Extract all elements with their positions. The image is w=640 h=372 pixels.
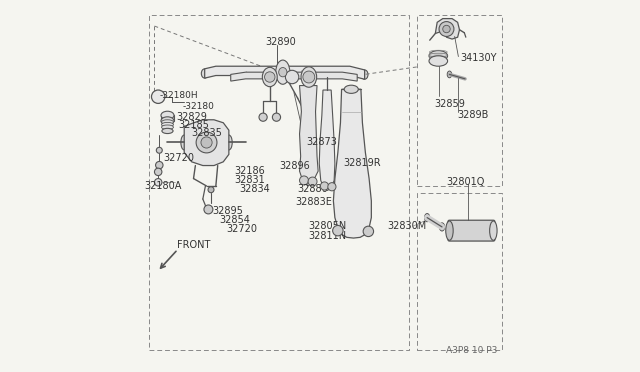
Circle shape: [363, 226, 374, 237]
Circle shape: [321, 182, 328, 190]
Circle shape: [300, 176, 308, 185]
Circle shape: [259, 113, 267, 121]
Polygon shape: [231, 72, 357, 81]
Circle shape: [303, 71, 315, 83]
Ellipse shape: [225, 135, 232, 150]
Text: 32896: 32896: [279, 161, 310, 170]
Text: 32720: 32720: [227, 224, 257, 234]
Ellipse shape: [162, 128, 173, 134]
Circle shape: [152, 90, 165, 103]
Ellipse shape: [161, 125, 173, 129]
Ellipse shape: [278, 68, 287, 77]
Ellipse shape: [362, 70, 368, 79]
Polygon shape: [184, 120, 229, 166]
Ellipse shape: [161, 122, 173, 127]
Circle shape: [208, 187, 214, 193]
Text: 32801Q: 32801Q: [447, 177, 485, 186]
Text: 32873: 32873: [306, 137, 337, 147]
Text: 32895: 32895: [212, 206, 243, 216]
Ellipse shape: [344, 85, 358, 93]
Circle shape: [273, 113, 280, 121]
Ellipse shape: [161, 120, 173, 124]
Text: -32180: -32180: [182, 102, 214, 111]
Ellipse shape: [262, 67, 277, 87]
Circle shape: [201, 137, 212, 148]
Circle shape: [264, 72, 275, 82]
Text: 32883E: 32883E: [296, 197, 332, 206]
Text: 32854: 32854: [219, 215, 250, 225]
Ellipse shape: [490, 221, 497, 240]
Ellipse shape: [429, 51, 447, 61]
Ellipse shape: [447, 71, 452, 78]
Polygon shape: [300, 86, 318, 186]
Polygon shape: [435, 19, 460, 39]
Circle shape: [333, 225, 343, 236]
Ellipse shape: [161, 111, 174, 119]
Circle shape: [154, 168, 162, 176]
Polygon shape: [319, 90, 335, 190]
Text: 3289B: 3289B: [457, 110, 488, 119]
Text: 32720: 32720: [163, 154, 194, 163]
Text: 32811N: 32811N: [308, 231, 346, 241]
Ellipse shape: [440, 223, 445, 231]
Text: 32805N: 32805N: [308, 221, 346, 231]
Circle shape: [443, 25, 450, 33]
Text: 32890: 32890: [265, 38, 296, 47]
Ellipse shape: [424, 214, 429, 222]
Text: FRONT: FRONT: [177, 240, 211, 250]
Polygon shape: [161, 115, 174, 121]
Polygon shape: [205, 66, 365, 79]
Circle shape: [439, 22, 454, 36]
Ellipse shape: [276, 60, 290, 84]
Circle shape: [156, 161, 163, 169]
Text: 32830M: 32830M: [387, 221, 426, 231]
Text: 32831: 32831: [234, 175, 265, 185]
Ellipse shape: [181, 135, 188, 150]
Polygon shape: [333, 89, 371, 238]
Circle shape: [154, 179, 162, 186]
Circle shape: [196, 132, 217, 153]
Circle shape: [156, 147, 163, 153]
Text: 32835: 32835: [191, 128, 223, 138]
Ellipse shape: [301, 67, 317, 87]
Text: 32834: 32834: [239, 184, 270, 194]
Text: 32829: 32829: [177, 112, 207, 122]
Text: 32185: 32185: [178, 121, 209, 130]
Ellipse shape: [202, 69, 208, 78]
Text: 32880: 32880: [298, 184, 328, 193]
Circle shape: [204, 205, 213, 214]
FancyBboxPatch shape: [448, 220, 495, 241]
Text: 32186: 32186: [234, 166, 265, 176]
Text: 32859: 32859: [435, 99, 465, 109]
Ellipse shape: [445, 221, 453, 240]
Ellipse shape: [161, 117, 174, 125]
Text: A3P8 10 P3: A3P8 10 P3: [447, 346, 498, 355]
Ellipse shape: [429, 56, 447, 66]
Circle shape: [285, 70, 299, 84]
Circle shape: [328, 183, 336, 191]
Text: -32180H: -32180H: [159, 92, 198, 100]
Text: 32819R: 32819R: [343, 158, 381, 168]
Text: 34130Y: 34130Y: [461, 53, 497, 62]
Circle shape: [308, 177, 317, 186]
Text: 32180A: 32180A: [145, 181, 182, 191]
